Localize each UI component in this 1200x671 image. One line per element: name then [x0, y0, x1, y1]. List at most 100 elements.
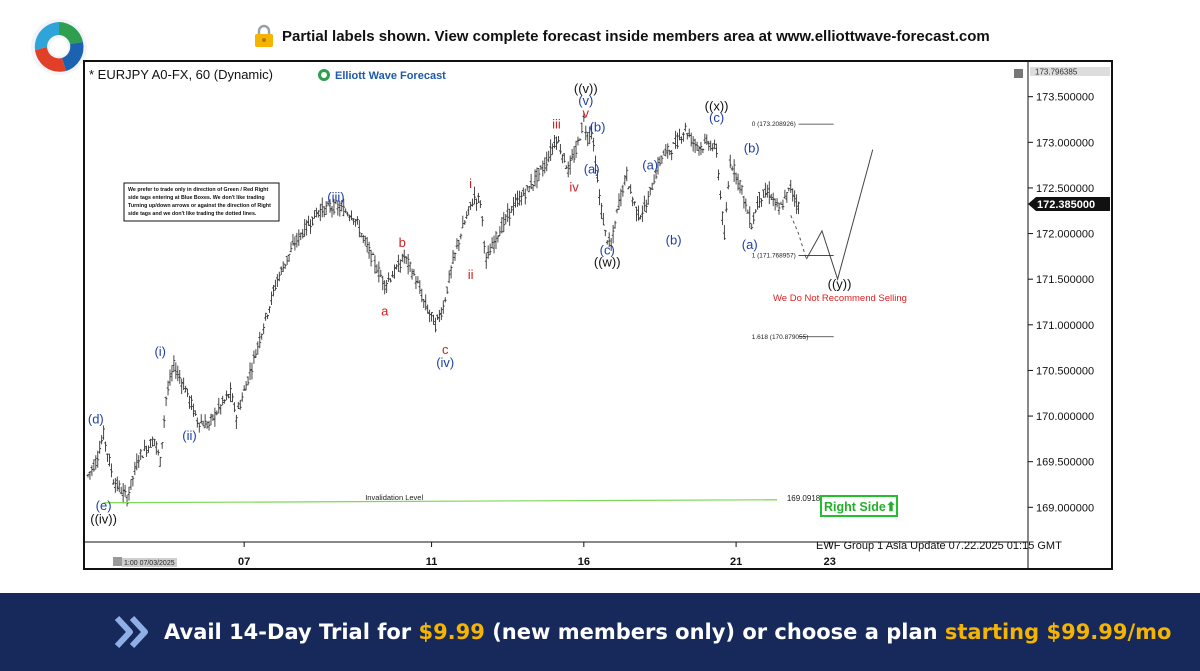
promo-text[interactable]: Avail 14-Day Trial for $9.99 (new member… [164, 593, 1172, 671]
ohlc-bar [637, 205, 640, 221]
ohlc-bar [108, 453, 111, 467]
ohlc-bar [603, 229, 607, 237]
ohlc-bar [551, 143, 554, 155]
ohlc-bar [527, 185, 531, 193]
ohlc-bar [455, 238, 459, 250]
ohlc-bar [262, 323, 266, 335]
ohlc-bar [289, 242, 293, 253]
ohlc-bar [467, 206, 471, 216]
ohlc-bar [408, 261, 412, 273]
note-line: Turning up/down arrows or against the di… [128, 203, 271, 209]
ohlc-bar [615, 208, 619, 214]
ohlc-bar [664, 144, 668, 157]
ohlc-bar [443, 297, 447, 303]
ohlc-bar [758, 191, 761, 208]
date-tick-label: 16 [578, 556, 590, 568]
ohlc-bar [773, 198, 777, 211]
ohlc-bar [311, 216, 314, 226]
ohlc-bar [295, 232, 299, 248]
ohlc-bar [217, 397, 221, 414]
ohlc-bar [578, 138, 582, 141]
ohlc-bar [596, 170, 599, 183]
ewf-brand: Elliott Wave Forecast [318, 69, 446, 82]
ohlc-bar [158, 456, 162, 467]
ohlc-bar [398, 259, 402, 273]
ohlc-bar [662, 149, 666, 156]
ohlc-bar [627, 186, 631, 190]
ohlc-bar [88, 471, 92, 480]
ohlc-bar [234, 414, 238, 430]
scroll-handle[interactable] [113, 557, 122, 566]
ohlc-bar [537, 167, 541, 182]
ohlc-bar [668, 149, 672, 156]
ohlc-bar [463, 220, 467, 225]
ohlc-bar [170, 365, 174, 382]
ohlc-bar [430, 312, 433, 322]
ohlc-bar [219, 404, 223, 415]
promo-banner[interactable]: Avail 14-Day Trial for $9.99 (new member… [0, 593, 1200, 671]
ohlc-bar [190, 395, 193, 411]
ohlc-bar [297, 229, 301, 246]
ohlc-bar [646, 190, 650, 205]
price-bars [86, 112, 800, 507]
ohlc-bar [525, 185, 529, 191]
right-side-badge: Right Side⬆ [820, 495, 898, 517]
ohlc-bar [529, 173, 533, 190]
ohlc-bar [711, 143, 715, 152]
ohlc-bar [422, 298, 426, 309]
price-tick-label: 172.000000 [1036, 229, 1094, 241]
ohlc-bar [346, 211, 350, 217]
ohlc-bar [531, 184, 535, 192]
ohlc-bar [695, 141, 699, 151]
ohlc-bar [197, 422, 201, 433]
ohlc-bar [145, 445, 148, 457]
ohlc-bar [203, 414, 207, 429]
ohlc-bar [361, 234, 365, 244]
chart-settings-icon[interactable] [1014, 69, 1023, 78]
ohlc-bar [307, 215, 310, 226]
ohlc-bar [143, 439, 147, 452]
ohlc-bar [400, 253, 404, 263]
ohlc-bar [484, 252, 488, 269]
ohlc-bar [785, 191, 789, 203]
ohlc-bar [324, 201, 328, 215]
ohlc-bar [147, 445, 150, 453]
price-tick-label: 170.500000 [1036, 365, 1094, 377]
notice-text: Partial labels shown. View complete fore… [282, 27, 990, 45]
ohlc-bar [715, 143, 718, 158]
ohlc-bar [519, 191, 523, 206]
wave-label: iv [569, 180, 579, 195]
top-price-label: 173.796385 [1035, 68, 1078, 77]
date-tick-label: 23 [824, 556, 836, 568]
wave-label: ((iv)) [90, 512, 117, 527]
ohlc-bar [135, 453, 139, 471]
wave-label: c [442, 342, 449, 357]
ohlc-bar [726, 181, 730, 190]
fib-level-label: 1 (171.768957) [752, 253, 796, 260]
ohlc-bar [601, 212, 605, 226]
ohlc-bar [385, 280, 389, 294]
ohlc-bar [313, 210, 316, 219]
ohlc-bar [193, 410, 197, 416]
ohlc-bar [441, 300, 445, 314]
ohlc-bar [644, 199, 648, 213]
ohlc-bar [754, 209, 758, 214]
lock-icon [255, 24, 273, 47]
ohlc-bar [168, 369, 172, 386]
wave-label: (a) [742, 237, 758, 252]
fib-levels: 0 (173.208926) 1 (171.768957) 1.618 (170.8… [752, 121, 834, 341]
ohlc-bar [240, 392, 244, 402]
ohlc-bar [555, 136, 558, 150]
ohlc-bar [184, 385, 188, 393]
ohlc-bar [250, 362, 254, 380]
ohlc-bar [180, 378, 184, 395]
ohlc-bar [607, 232, 611, 248]
ohlc-bar [160, 442, 164, 449]
ohlc-bar [559, 143, 562, 155]
ohlc-bar [125, 494, 129, 507]
wave-label: a [381, 304, 389, 319]
promo-text-before: Avail 14-Day Trial for [164, 620, 412, 644]
ohlc-bar [287, 253, 291, 262]
ohlc-bar [154, 441, 158, 455]
ohlc-bar [113, 477, 117, 493]
